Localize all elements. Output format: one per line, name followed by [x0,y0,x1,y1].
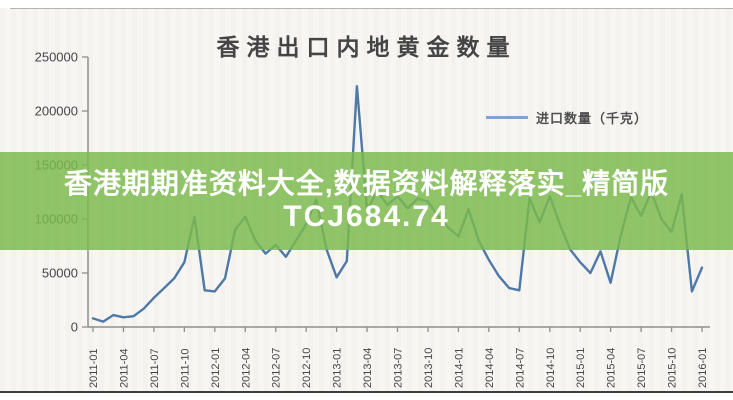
x-tick-label: 2016-01 [697,348,709,388]
x-tick-label: 2014-07 [514,348,526,388]
watermark-band [0,152,733,250]
y-tick-label: 50000 [42,266,78,281]
x-tick-label: 2013-04 [362,348,374,388]
x-tick-label: 2012-04 [240,348,252,388]
x-tick-label: 2013-01 [332,348,344,388]
bottom-border-line [0,391,733,393]
x-tick-label: 2011-04 [118,348,130,388]
legend: 进口数量（千克） [486,108,648,127]
x-tick-label: 2011-10 [179,348,191,388]
bottom-margin [0,393,733,400]
legend-line-icon [486,116,528,119]
x-tick-label: 2012-10 [301,348,313,388]
y-tick-label: 250000 [35,50,78,65]
x-tick-label: 2014-10 [545,348,557,388]
top-border-line [10,8,733,9]
watermark-text-line2: TCJ684.74 [283,200,450,233]
y-tick-label: 200000 [35,104,78,119]
legend-label: 进口数量（千克） [536,111,649,126]
watermark-text-line1: 香港期期准资料大全,数据资料解释落实_精简版 [63,168,670,199]
x-tick-label: 2011-01 [88,348,100,388]
x-tick-label: 2011-07 [149,348,161,388]
x-tick-label: 2014-01 [453,348,465,388]
x-tick-label: 2015-01 [575,348,587,388]
x-tick-label: 2013-10 [423,348,435,388]
top-margin [0,0,733,8]
x-tick-label: 2015-10 [667,348,679,388]
x-tick-label: 2012-01 [210,348,222,388]
x-tick-label: 2015-04 [606,348,618,388]
x-tick-label: 2013-07 [393,348,405,388]
x-tick-label: 2012-07 [271,348,283,388]
x-tick-label: 2014-04 [484,348,496,388]
chart-title: 香港出口内地黄金数量 [216,34,517,60]
x-tick-label: 2015-07 [636,348,648,388]
y-tick-label: 0 [71,320,78,335]
